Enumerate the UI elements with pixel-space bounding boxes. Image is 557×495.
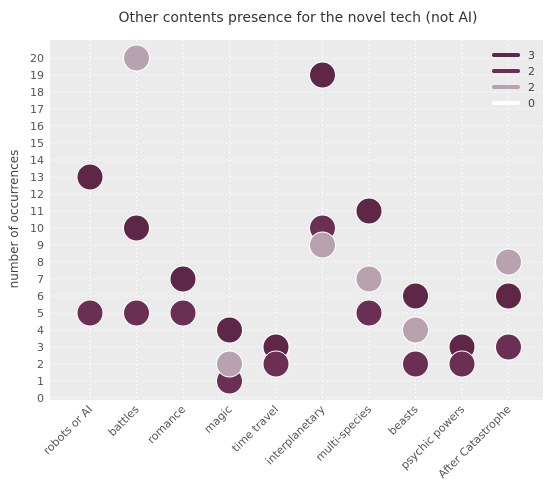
y-tick-label: 8: [37, 256, 44, 269]
y-tick-label: 17: [30, 103, 44, 116]
data-point: [216, 316, 243, 344]
data-point: [123, 299, 150, 327]
y-tick-label: 7: [37, 273, 44, 286]
data-point: [262, 350, 290, 378]
legend-label: 3: [528, 49, 535, 62]
x-tick-label: beasts: [386, 403, 421, 438]
y-tick-label: 12: [30, 188, 44, 201]
y-tick-label: 2: [37, 358, 44, 371]
y-tick-label: 20: [30, 52, 44, 65]
y-tick-label: 10: [30, 222, 44, 235]
legend-label: 2: [528, 81, 535, 94]
data-point: [402, 282, 429, 310]
y-tick-label: 3: [37, 341, 44, 354]
y-tick-label: 16: [30, 120, 44, 133]
y-tick-label: 11: [30, 205, 44, 218]
data-points: [76, 44, 522, 395]
data-point: [495, 282, 522, 310]
data-point: [123, 214, 150, 242]
data-point: [309, 231, 336, 259]
legend-label: 0: [528, 97, 535, 110]
data-point: [448, 350, 476, 378]
legend-label: 2: [528, 65, 535, 78]
y-tick-label: 13: [30, 171, 44, 184]
x-tick-label: robots or AI: [41, 403, 95, 457]
x-tick-label: romance: [145, 403, 188, 446]
data-point: [76, 163, 104, 191]
y-tick-label: 4: [37, 324, 44, 337]
y-tick-label: 9: [37, 239, 44, 252]
data-point: [355, 299, 383, 327]
data-point: [309, 61, 336, 89]
x-tick-label: magic: [202, 403, 235, 436]
y-tick-label: 5: [37, 307, 44, 320]
y-tick-label: 1: [37, 375, 44, 388]
x-tick-label: battles: [106, 403, 142, 439]
data-point: [402, 316, 429, 344]
data-point: [169, 265, 197, 293]
data-point: [402, 350, 429, 378]
data-point: [76, 299, 104, 327]
data-point: [216, 350, 243, 378]
data-point: [495, 333, 522, 361]
data-point: [169, 299, 197, 327]
y-tick-label: 19: [30, 69, 44, 82]
chart-title: Other contents presence for the novel te…: [119, 10, 478, 26]
y-tick-label: 18: [30, 86, 44, 99]
data-point: [355, 265, 383, 293]
data-point: [355, 197, 383, 225]
y-tick-label: 15: [30, 137, 44, 150]
data-point: [123, 44, 150, 72]
data-point: [495, 248, 522, 276]
legend: 3 2 2 0: [492, 49, 535, 110]
y-axis-title: number of occurrences: [7, 150, 21, 289]
y-tick-label: 6: [37, 290, 44, 303]
y-tick-label: 14: [30, 154, 44, 167]
y-tick-label: 0: [37, 392, 44, 405]
